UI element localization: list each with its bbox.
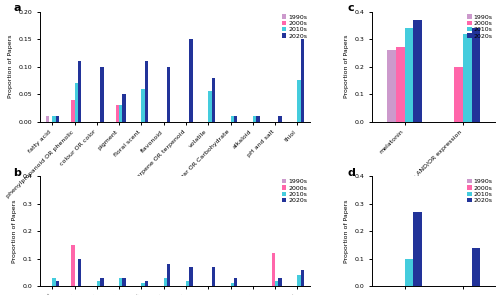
Bar: [71, 245, 74, 286]
Text: c: c: [348, 3, 354, 13]
Text: a: a: [13, 3, 20, 13]
Y-axis label: Proportion of Papers: Proportion of Papers: [344, 199, 350, 263]
Bar: [234, 116, 237, 122]
Bar: [301, 270, 304, 286]
Bar: [234, 278, 237, 286]
Bar: [142, 283, 144, 286]
Bar: [190, 267, 192, 286]
Bar: [78, 61, 81, 122]
Bar: [463, 34, 471, 122]
Bar: [301, 39, 304, 122]
Bar: [100, 67, 103, 122]
Bar: [414, 212, 422, 286]
Bar: [52, 116, 56, 122]
Bar: [454, 67, 463, 122]
Legend: 1990s, 2000s, 2010s, 2020s: 1990s, 2000s, 2010s, 2020s: [280, 13, 308, 40]
Legend: 1990s, 2000s, 2010s, 2020s: 1990s, 2000s, 2010s, 2020s: [466, 13, 494, 40]
Bar: [116, 105, 119, 122]
Bar: [119, 278, 122, 286]
Bar: [230, 116, 234, 122]
Bar: [212, 78, 215, 122]
Bar: [208, 91, 212, 122]
Bar: [56, 116, 59, 122]
Bar: [122, 94, 126, 122]
Bar: [71, 100, 74, 122]
Bar: [278, 116, 282, 122]
Bar: [256, 116, 260, 122]
Text: b: b: [13, 168, 21, 178]
Bar: [119, 105, 122, 122]
Bar: [404, 28, 413, 122]
Bar: [97, 281, 100, 286]
Bar: [167, 264, 170, 286]
Bar: [167, 67, 170, 122]
Bar: [404, 259, 413, 286]
Bar: [278, 278, 282, 286]
Legend: 1990s, 2000s, 2010s, 2020s: 1990s, 2000s, 2010s, 2020s: [466, 178, 494, 204]
Bar: [472, 248, 480, 286]
Bar: [298, 275, 301, 286]
Bar: [74, 83, 78, 122]
Bar: [56, 281, 59, 286]
Bar: [272, 253, 275, 286]
Bar: [472, 28, 480, 122]
Bar: [298, 81, 301, 122]
Bar: [142, 88, 144, 122]
Bar: [144, 281, 148, 286]
Bar: [78, 259, 81, 286]
Bar: [164, 278, 167, 286]
Bar: [275, 281, 278, 286]
Bar: [100, 278, 103, 286]
Bar: [212, 267, 215, 286]
Bar: [414, 20, 422, 122]
Y-axis label: Proportion of Papers: Proportion of Papers: [8, 35, 13, 99]
Y-axis label: Proportion of Papers: Proportion of Papers: [12, 199, 17, 263]
Bar: [52, 278, 56, 286]
Bar: [387, 50, 396, 122]
Legend: 1990s, 2000s, 2010s, 2020s: 1990s, 2000s, 2010s, 2020s: [280, 178, 308, 204]
Y-axis label: Proportion of Papers: Proportion of Papers: [344, 35, 350, 99]
Bar: [253, 116, 256, 122]
Bar: [396, 47, 404, 122]
Text: d: d: [348, 168, 356, 178]
Bar: [144, 61, 148, 122]
Bar: [46, 116, 49, 122]
Bar: [186, 281, 190, 286]
Bar: [230, 283, 234, 286]
Bar: [190, 39, 192, 122]
Bar: [122, 278, 126, 286]
